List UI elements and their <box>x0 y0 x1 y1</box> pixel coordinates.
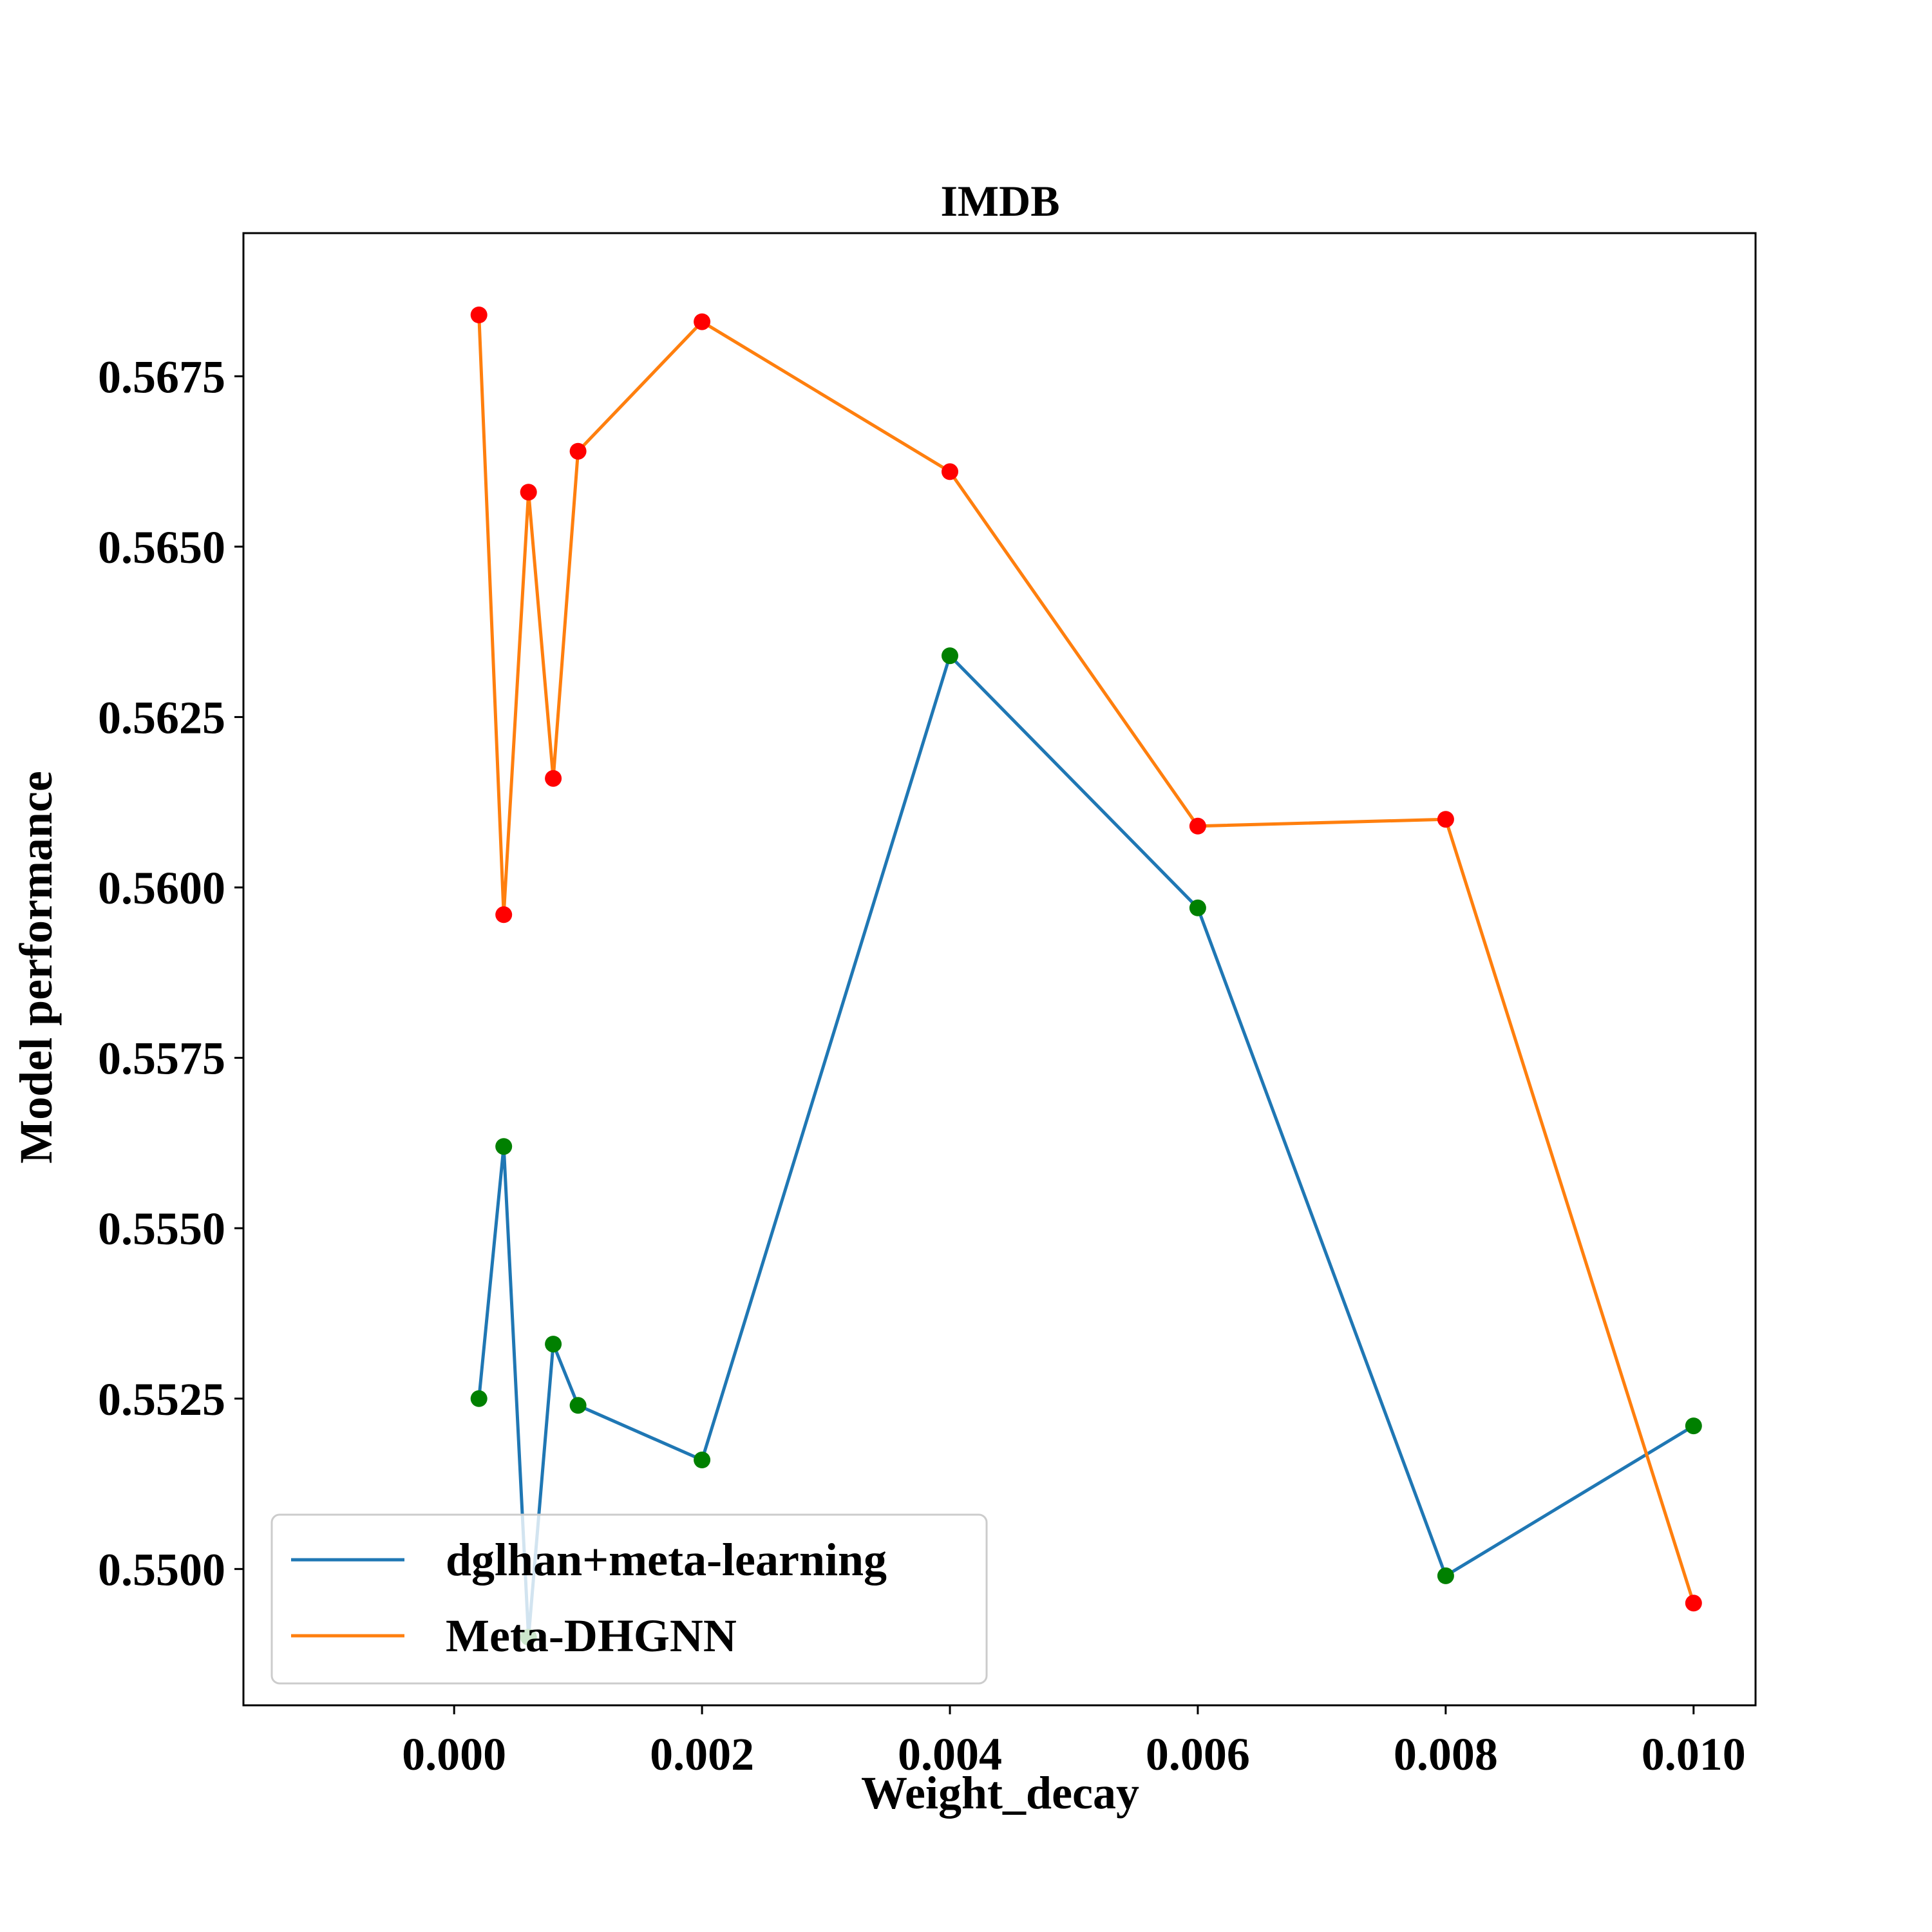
series-1-point <box>1437 811 1454 828</box>
x-axis: 0.000 0.002 0.004 0.006 0.008 0.010 <box>402 1705 1746 1780</box>
series-1-point <box>1685 1595 1702 1612</box>
y-tick-label: 0.5650 <box>98 522 225 573</box>
series-1-point <box>694 313 711 330</box>
series-1-point <box>520 484 537 501</box>
y-tick-label: 0.5500 <box>98 1544 225 1595</box>
legend-label-0: dglhan+meta-learning <box>446 1534 887 1586</box>
series-line-1 <box>477 314 1696 1604</box>
plot-area <box>242 232 1757 1707</box>
series-0-point <box>694 1452 711 1468</box>
legend-label-1: Meta-DHGNN <box>446 1610 737 1662</box>
series-0-point <box>495 1138 513 1155</box>
series-0-point <box>1685 1417 1702 1435</box>
series-1-point <box>495 906 513 923</box>
x-tick-label: 0.004 <box>898 1728 1002 1780</box>
y-tick-label: 0.5575 <box>98 1033 225 1084</box>
series-1-point <box>1189 817 1206 835</box>
x-tick-label: 0.006 <box>1146 1728 1250 1780</box>
y-tick-label: 0.5600 <box>98 862 225 914</box>
series-0-point <box>569 1397 587 1414</box>
x-tick-label: 0.000 <box>402 1728 506 1780</box>
x-axis-label: Weight_decay <box>861 1767 1139 1819</box>
series-0-point <box>470 1390 488 1407</box>
y-tick-label: 0.5525 <box>98 1374 225 1425</box>
series-0-point <box>545 1336 562 1353</box>
series-1-point <box>545 770 562 787</box>
series-0-point <box>1189 899 1206 916</box>
y-tick-label: 0.5550 <box>98 1203 225 1255</box>
series-1-point <box>470 307 488 323</box>
series-0-point <box>1437 1567 1454 1584</box>
legend: dglhan+meta-learning Meta-DHGNN <box>270 1513 988 1685</box>
plot-frame <box>242 232 1757 1707</box>
x-tick-label: 0.010 <box>1642 1728 1746 1780</box>
series-line-0 <box>477 654 1695 1639</box>
y-axis-label: Model performance <box>10 771 62 1164</box>
series-1-point <box>569 442 587 460</box>
series-1-point <box>942 463 958 480</box>
y-tick-label: 0.5675 <box>98 351 225 402</box>
x-tick-label: 0.002 <box>650 1728 754 1780</box>
series-0-point <box>942 647 958 665</box>
x-tick-label: 0.008 <box>1394 1728 1498 1780</box>
legend-box <box>270 1513 988 1685</box>
y-axis: 0.5500 0.5525 0.5550 0.5575 0.5600 0.5625 0.56… <box>98 351 243 1595</box>
y-tick-label: 0.5625 <box>98 692 225 743</box>
chart-title: IMDB <box>940 176 1059 225</box>
